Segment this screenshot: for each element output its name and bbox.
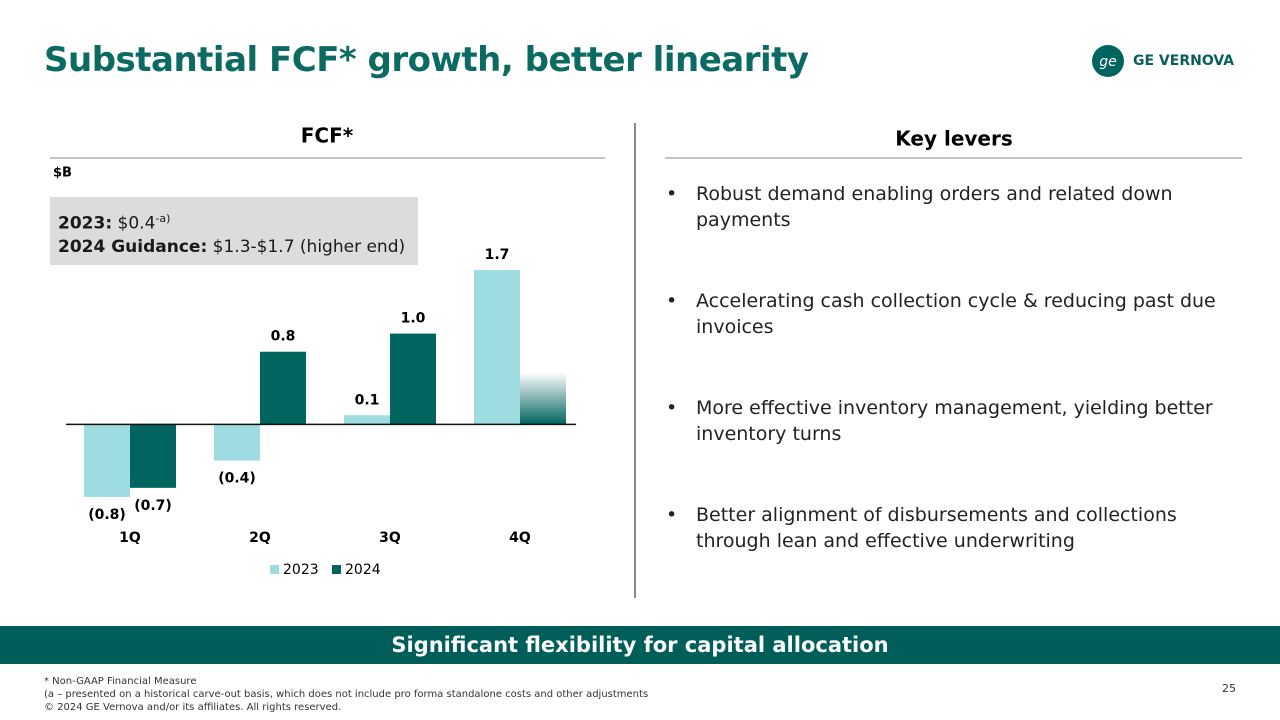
callout-value: $1.3-$1.7 (higher end): [212, 236, 406, 257]
bar: [520, 372, 566, 425]
banner: Significant flexibility for capital allo…: [0, 626, 1280, 664]
x-tick-label: 2Q: [249, 530, 271, 546]
logo-mark: [1092, 45, 1124, 77]
bar: [344, 415, 390, 425]
chart-title: FCF*: [301, 124, 354, 148]
legend-swatch: [332, 565, 341, 574]
unit-label: $B: [53, 166, 72, 181]
value-label: 1.7: [485, 247, 510, 263]
x-tick-label: 1Q: [119, 530, 141, 546]
bar: [214, 424, 260, 461]
bullet: More effective inventory management, yie…: [666, 395, 1226, 502]
bar: [474, 270, 520, 425]
slide-title: Substantial FCF* growth, better linearit…: [44, 40, 809, 80]
footnote: © 2024 GE Vernova and/or its affiliates.…: [44, 702, 342, 713]
callout-label: 2024 Guidance:: [58, 236, 208, 257]
callout-note: -a): [155, 212, 171, 225]
legend-swatch: [270, 565, 279, 574]
logo-text: GE VERNOVA: [1133, 53, 1234, 69]
page-number: 25: [1222, 682, 1236, 695]
x-tick-label: 4Q: [509, 530, 531, 546]
bar: [84, 424, 130, 497]
callout-label: 2023:: [58, 213, 113, 234]
value-label: (0.8): [88, 507, 126, 523]
value-label: (0.7): [134, 498, 172, 514]
logo-monogram: ge: [1099, 54, 1117, 70]
bar: [390, 333, 436, 425]
value-label: (0.4): [218, 471, 256, 487]
x-tick-label: 3Q: [379, 530, 401, 546]
bar: [130, 424, 176, 488]
footnote: * Non-GAAP Financial Measure: [44, 676, 197, 687]
footnote: (a – presented on a historical carve-out…: [44, 689, 649, 700]
value-label: 1.0: [401, 311, 426, 327]
callout-box: 2023: $0.4-a) 2024 Guidance: $1.3-$1.7 (…: [50, 197, 418, 265]
value-label: 0.8: [271, 329, 296, 345]
value-label: 0.1: [355, 392, 380, 408]
levers-title: Key levers: [895, 127, 1013, 151]
legend-label: 2023: [283, 562, 319, 578]
bullet: Better alignment of disbursements and co…: [666, 502, 1226, 609]
bullet: Accelerating cash collection cycle & red…: [666, 288, 1226, 395]
legend-label: 2024: [345, 562, 381, 578]
bullet: Robust demand enabling orders and relate…: [666, 181, 1226, 288]
bar: [260, 351, 306, 425]
bullet-list: Robust demand enabling orders and relate…: [666, 181, 1226, 609]
callout-value: $0.4: [117, 213, 156, 234]
